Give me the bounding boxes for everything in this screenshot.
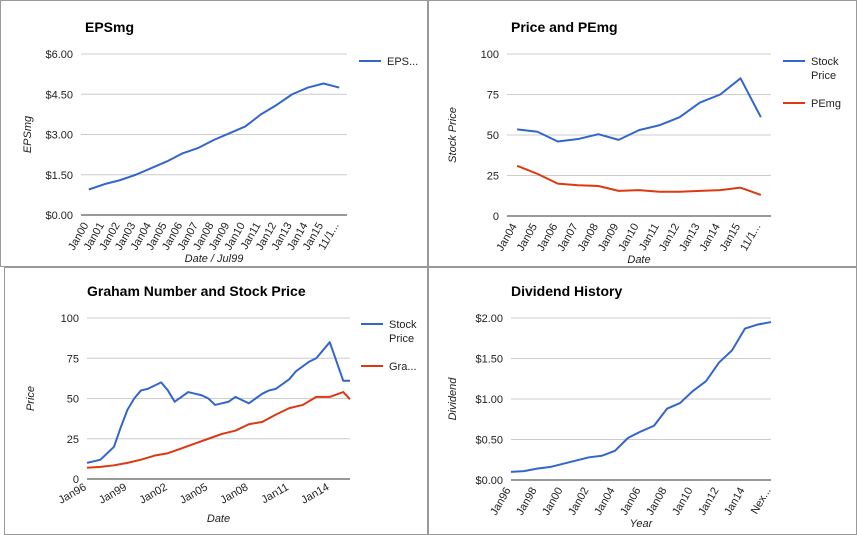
x-tick-label: Jan11 — [260, 481, 291, 506]
series-line-0 — [517, 77, 762, 143]
graham-chart: Graham Number and Stock Price 0 25 50 75 100 J… — [25, 283, 417, 525]
x-tick-label: Jan96 — [488, 486, 513, 518]
series-line-0 — [88, 82, 340, 191]
series-line-1 — [516, 164, 762, 196]
y-tick-label: 0 — [493, 211, 499, 223]
y-tick-label: $2.00 — [475, 313, 503, 325]
y-axis-label: Stock Price — [447, 107, 459, 163]
y-tick-label: 75 — [487, 90, 499, 102]
x-tick-label: Nex... — [749, 486, 774, 517]
y-axis-label: Dividend — [447, 377, 459, 421]
y-tick-label: $0.00 — [45, 210, 73, 222]
y-tick-label: 0 — [73, 474, 79, 486]
y-tick-label: $6.00 — [45, 49, 73, 61]
x-tick-label: Jan06 — [618, 486, 643, 518]
y-tick-label: 100 — [481, 49, 499, 61]
legend-label: PEmg — [811, 98, 841, 110]
legend-label: Stock — [811, 56, 839, 68]
y-tick-label: $1.50 — [45, 170, 73, 182]
x-tick-label: Jan10 — [616, 222, 641, 254]
y-tick-label: $0.50 — [475, 435, 503, 447]
eps-chart: EPSmg$0.00$1.50$3.00$4.50$6.00Jan00Jan01… — [22, 19, 418, 265]
y-tick-label: $4.50 — [45, 89, 73, 101]
x-tick-label: Jan02 — [566, 486, 591, 518]
price-pe-chart: Price and PEmg0255075100Jan04Jan05Jan06J… — [447, 19, 841, 266]
series-line-0 — [510, 321, 772, 473]
y-tick-label: 50 — [67, 394, 79, 406]
graham-chart-panel: Graham Number and Stock Price 0 25 50 75 100 J… — [4, 267, 428, 535]
y-tick-label: 25 — [487, 171, 499, 183]
x-tick-label: Jan98 — [514, 486, 539, 518]
y-tick-label: 50 — [487, 130, 499, 142]
x-tick-label: Jan12 — [696, 486, 721, 518]
x-axis-label: Date — [627, 254, 650, 266]
y-tick-label: 75 — [67, 353, 79, 365]
y-tick-label: 100 — [61, 313, 79, 325]
x-tick-label: Jan99 — [97, 481, 129, 506]
y-tick-label: $1.50 — [475, 354, 503, 366]
eps-chart-panel: EPSmg $0.00 $1.50 $3.00 $4.50 $6.00 Jan00 Jan01… — [0, 0, 428, 267]
chart-title: EPSmg — [85, 19, 134, 35]
x-tick-label: Jan08 — [218, 481, 250, 506]
x-axis-label: Date / Jul99 — [185, 253, 244, 265]
chart-title: Price and PEmg — [511, 19, 618, 35]
dividend-chart-panel: Dividend History $0.00 $0.50 $1.00 $1.50 $2.0… — [428, 267, 857, 535]
legend-label: Price — [389, 333, 414, 345]
x-tick-label: Jan02 — [137, 481, 169, 506]
series-line-0 — [86, 341, 350, 464]
price-pe-chart-panel: Price and PEmg 0 25 50 75 100 Jan04 Jan05 Jan06 J… — [428, 0, 857, 267]
x-axis-label: Year — [630, 518, 654, 530]
x-axis-label: Date — [207, 513, 230, 525]
y-tick-label: $1.00 — [475, 394, 503, 406]
x-tick-label: Jan10 — [670, 486, 695, 518]
y-tick-label: $3.00 — [45, 130, 73, 142]
x-tick-label: Jan04 — [592, 486, 617, 518]
legend-label: Price — [811, 70, 836, 82]
x-tick-label: Jan05 — [178, 481, 210, 506]
legend-label: Stock — [389, 319, 417, 331]
x-tick-label: 11/1... — [738, 222, 763, 254]
y-tick-label: $0.00 — [475, 475, 503, 487]
chart-title: Graham Number and Stock Price — [87, 283, 306, 299]
x-tick-label: Jan14 — [722, 486, 747, 518]
legend-label: Gra... — [389, 361, 417, 373]
y-axis-label: EPSmg — [22, 115, 34, 153]
chart-title: Dividend History — [511, 283, 622, 299]
y-axis-label: Price — [25, 386, 37, 411]
x-tick-label: Jan08 — [644, 486, 669, 518]
x-tick-label: Jan00 — [540, 486, 565, 518]
x-tick-label: Jan14 — [299, 481, 331, 506]
legend-label: EPS... — [387, 56, 418, 68]
dividend-chart: Dividend History $0.00 $0.50 $1.00 $1.50 $2.0… — [447, 283, 774, 530]
y-tick-label: 25 — [67, 434, 79, 446]
